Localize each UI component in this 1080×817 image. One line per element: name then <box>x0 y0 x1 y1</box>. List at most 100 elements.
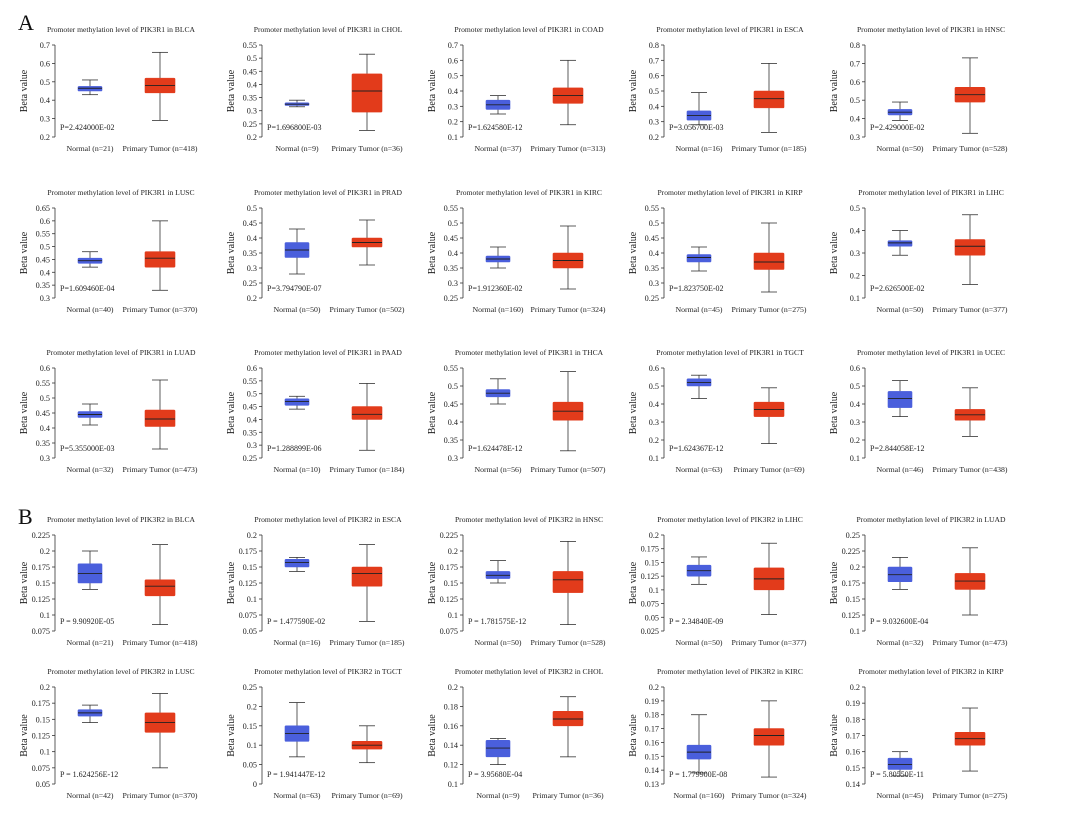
iqr-box <box>552 571 584 593</box>
normal-box <box>686 246 712 272</box>
y-tick-label: 0.2 <box>448 118 458 127</box>
x-category-label: Primary Tumor (n=370) <box>122 791 197 800</box>
x-category-label: Normal (n=63) <box>273 791 320 800</box>
y-tick-label: 0.4 <box>850 400 860 409</box>
y-axis-label: Beta value <box>226 231 237 274</box>
box-plot-panel: Promoter methylation level of PIK3R1 in … <box>226 188 405 314</box>
y-tick-label: 0.4 <box>649 102 659 111</box>
y-tick-label: 0.55 <box>444 364 458 373</box>
tumor-box <box>954 57 986 134</box>
y-tick-label: 0.3 <box>649 279 659 288</box>
normal-box <box>77 403 103 426</box>
box-plot-panel: Promoter methylation level of PIK3R1 in … <box>226 348 405 474</box>
y-axis-label: Beta value <box>19 561 30 604</box>
x-category-label: Normal (n=21) <box>66 144 113 153</box>
y-axis-label: Beta value <box>19 714 30 757</box>
iqr-box <box>753 728 785 746</box>
y-axis-label: Beta value <box>226 391 237 434</box>
y-axis-label: Beta value <box>427 69 438 112</box>
chart-title: Promoter methylation level of PIK3R1 in … <box>857 348 1005 357</box>
y-axis-label: Beta value <box>628 69 639 112</box>
y-tick-label: 0.35 <box>645 264 659 273</box>
chart-title: Promoter methylation level of PIK3R1 in … <box>254 348 402 357</box>
normal-box <box>485 378 511 405</box>
box-plot-panel: Promoter methylation level of PIK3R1 in … <box>19 188 198 314</box>
y-tick-label: 0.65 <box>36 204 50 213</box>
x-category-label: Normal (n=50) <box>675 638 722 647</box>
iqr-box <box>351 406 383 420</box>
y-tick-label: 0.3 <box>649 418 659 427</box>
tumor-box <box>753 222 785 293</box>
y-tick-label: 0.45 <box>243 67 257 76</box>
p-value-label: P=2.429000E-02 <box>870 123 925 132</box>
p-value-label: P=1.288899E-06 <box>267 444 322 453</box>
x-category-label: Primary Tumor (n=438) <box>932 465 1007 474</box>
y-tick-label: 0.2 <box>850 272 860 281</box>
chart-title: Promoter methylation level of PIK3R2 in … <box>47 667 194 676</box>
y-tick-label: 0.2 <box>40 133 50 142</box>
x-category-label: Primary Tumor (n=418) <box>122 144 197 153</box>
x-category-label: Normal (n=21) <box>66 638 113 647</box>
p-value-label: P=1.912360E-02 <box>468 284 523 293</box>
tumor-box <box>351 53 383 131</box>
tumor-box <box>753 63 785 133</box>
y-tick-label: 0.14 <box>645 766 659 775</box>
y-tick-label: 0.2 <box>649 133 659 142</box>
box-plot-panel: Promoter methylation level of PIK3R1 in … <box>427 188 606 314</box>
y-tick-label: 0.5 <box>649 382 659 391</box>
iqr-box <box>351 566 383 587</box>
y-tick-label: 0.3 <box>40 294 50 303</box>
y-tick-label: 0.3 <box>649 118 659 127</box>
y-tick-label: 0.175 <box>32 563 50 572</box>
y-tick-label: 0.4 <box>850 227 860 236</box>
y-tick-label: 0.225 <box>32 531 50 540</box>
y-tick-label: 0.2 <box>247 294 257 303</box>
iqr-box <box>284 559 310 568</box>
y-tick-label: 0.5 <box>649 219 659 228</box>
y-tick-label: 0.175 <box>239 547 257 556</box>
y-tick-label: 0.2 <box>649 683 659 692</box>
iqr-box <box>887 240 913 247</box>
x-category-label: Primary Tumor (n=370) <box>122 305 197 314</box>
x-category-label: Normal (n=50) <box>876 305 923 314</box>
iqr-box <box>887 391 913 408</box>
x-category-label: Primary Tumor (n=275) <box>932 791 1007 800</box>
normal-box <box>77 704 103 723</box>
y-tick-label: 0.025 <box>641 627 659 636</box>
y-tick-label: 0 <box>253 780 257 789</box>
panel-label-b: B <box>18 504 33 529</box>
y-axis-label: Beta value <box>829 231 840 274</box>
y-tick-label: 0.3 <box>247 107 257 116</box>
normal-box <box>485 95 511 115</box>
y-tick-label: 0.25 <box>243 454 257 463</box>
normal-box <box>887 230 913 256</box>
x-category-label: Primary Tumor (n=185) <box>329 638 404 647</box>
y-tick-label: 0.45 <box>243 403 257 412</box>
y-tick-label: 0.6 <box>247 364 257 373</box>
y-tick-label: 0.5 <box>40 78 50 87</box>
y-tick-label: 0.05 <box>243 627 257 636</box>
y-tick-label: 0.45 <box>36 409 50 418</box>
box-plot-panel: Promoter methylation level of PIK3R2 in … <box>19 667 198 800</box>
y-tick-label: 0.45 <box>243 219 257 228</box>
y-tick-label: 0.45 <box>645 234 659 243</box>
y-tick-label: 0.15 <box>36 579 50 588</box>
y-tick-label: 0.2 <box>850 563 860 572</box>
box-plot-panel: Promoter methylation level of PIK3R2 in … <box>628 667 807 800</box>
y-tick-label: 0.4 <box>649 249 659 258</box>
normal-box <box>284 557 310 572</box>
y-tick-label: 0.18 <box>444 702 458 711</box>
p-value-label: P=1.609460E-04 <box>60 284 115 293</box>
y-tick-label: 0.5 <box>448 72 458 81</box>
chart-title: Promoter methylation level of PIK3R2 in … <box>657 515 803 524</box>
y-tick-label: 0.1 <box>649 454 659 463</box>
normal-box <box>887 380 913 418</box>
y-tick-label: 0.3 <box>247 441 257 450</box>
box-plot-panel: Promoter methylation level of PIK3R2 in … <box>226 667 403 800</box>
y-tick-label: 0.175 <box>842 579 860 588</box>
p-value-label: P=5.355000E-03 <box>60 444 115 453</box>
x-category-label: Primary Tumor (n=69) <box>331 791 403 800</box>
box-plot-panel: Promoter methylation level of PIK3R1 in … <box>829 348 1008 474</box>
y-tick-label: 0.55 <box>645 204 659 213</box>
y-tick-label: 0.13 <box>645 780 659 789</box>
